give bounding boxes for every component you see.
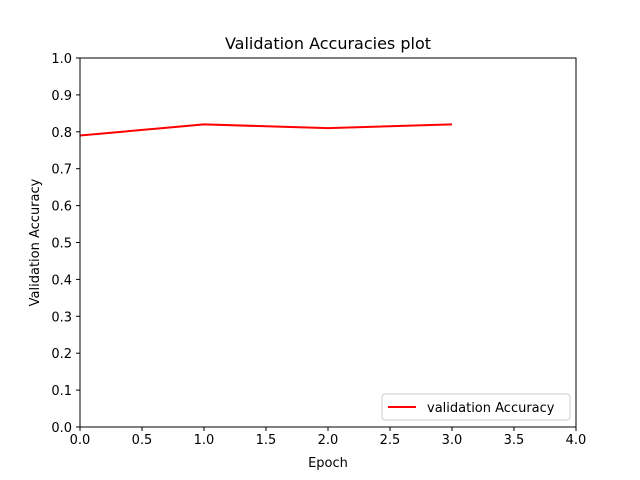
x-tick-label: 0.0	[70, 433, 91, 448]
y-tick-label: 0.7	[51, 163, 72, 178]
y-axis-label: Validation Accuracy	[28, 178, 43, 306]
series-line-validation-accuracy	[79, 123, 453, 137]
chart-title: Validation Accuracies plot	[225, 34, 431, 53]
y-tick-label: 0.0	[51, 421, 72, 436]
x-tick-label: 1.5	[256, 433, 277, 448]
y-tick-label: 0.1	[51, 384, 72, 399]
x-axis-label: Epoch	[308, 456, 348, 471]
x-axis-ticks: 0.0 0.5 1.0 1.5 2.0 2.5 3.0 3.5 4.0	[70, 427, 587, 448]
legend-box	[381, 393, 571, 421]
x-tick-label: 1.0	[194, 433, 215, 448]
y-tick-label: 0.3	[51, 310, 72, 325]
x-tick-label: 4.0	[566, 433, 587, 448]
y-tick-label: 0.8	[51, 126, 72, 141]
y-axis-ticks: 0.0 0.1 0.2 0.3 0.4 0.5 0.6 0.7 0.8 0.9 1.0	[51, 52, 80, 436]
y-tick-label: 1.0	[51, 52, 72, 67]
plot-frame	[79, 57, 577, 428]
legend-label: validation Accuracy	[427, 401, 555, 416]
y-tick-label: 0.4	[51, 273, 72, 288]
x-tick-label: 2.0	[318, 433, 339, 448]
y-tick-label: 0.5	[51, 237, 72, 252]
legend: validation Accuracy	[381, 393, 571, 421]
x-tick-label: 2.5	[380, 433, 401, 448]
x-tick-label: 3.0	[442, 433, 463, 448]
plot-area	[80, 58, 576, 427]
y-tick-label: 0.9	[51, 89, 72, 104]
y-tick-label: 0.6	[51, 200, 72, 215]
x-tick-label: 0.5	[132, 433, 153, 448]
y-tick-label: 0.2	[51, 347, 72, 362]
x-tick-label: 3.5	[504, 433, 525, 448]
